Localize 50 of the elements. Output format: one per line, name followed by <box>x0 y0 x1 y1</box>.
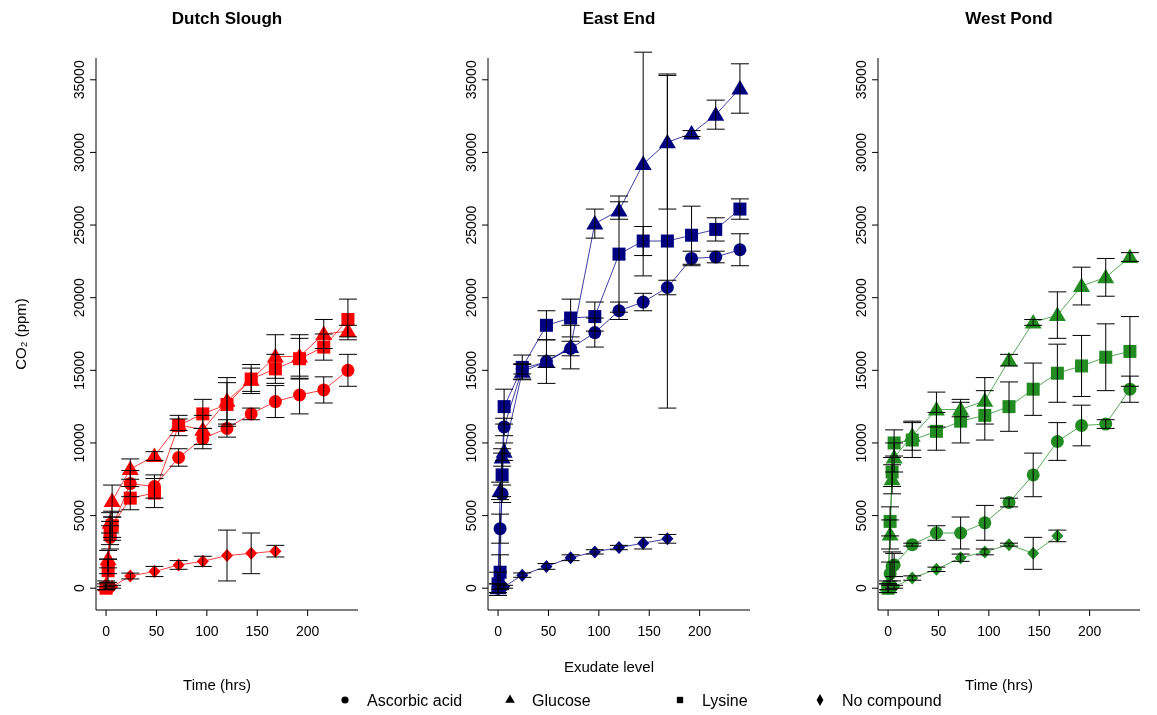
y-tick-label: 35000 <box>71 60 87 100</box>
y-axis-title: CO₂ (ppm) <box>12 298 29 370</box>
y-tick-label: 0 <box>853 584 869 593</box>
x-tick-label: 100 <box>195 623 219 639</box>
x-tick-label: 0 <box>494 623 503 639</box>
y-tick-label: 20000 <box>463 278 479 318</box>
y-tick-label: 15000 <box>853 350 869 390</box>
x-tick-label: 50 <box>148 623 165 639</box>
x-tick-label: 150 <box>245 623 270 639</box>
y-tick-label: 10000 <box>853 423 869 463</box>
y-tick-label: 35000 <box>463 60 479 100</box>
x-tick-label: 0 <box>102 623 111 639</box>
y-tick-label: 15000 <box>71 350 87 390</box>
y-tick-label: 5000 <box>853 499 869 532</box>
y-tick-label: 30000 <box>853 132 869 172</box>
x-tick-label: 100 <box>587 623 611 639</box>
x-tick-label: 200 <box>295 623 320 639</box>
text: No compound <box>842 692 942 709</box>
y-tick-label: 20000 <box>71 278 87 318</box>
y-tick-label: 0 <box>71 584 87 593</box>
y-tick-label: 30000 <box>71 132 87 172</box>
x-tick-label: 150 <box>637 623 662 639</box>
y-tick-label: 10000 <box>71 423 87 463</box>
y-tick-label: 15000 <box>463 350 479 390</box>
text: Glucose <box>532 692 591 709</box>
x-tick-label: 100 <box>977 623 1001 639</box>
text: Lysine <box>702 692 748 709</box>
y-tick-label: 5000 <box>71 499 87 532</box>
x-tick-label: 50 <box>930 623 947 639</box>
chart-title: West Pond <box>965 9 1053 28</box>
y-tick-label: 25000 <box>71 205 87 245</box>
x-tick-label: 200 <box>687 623 712 639</box>
x-axis-title: Exudate level <box>563 658 655 675</box>
x-tick-label: 0 <box>884 623 893 639</box>
y-tick-label: 25000 <box>853 205 869 245</box>
y-tick-label: 0 <box>463 584 479 593</box>
y-tick-label: 30000 <box>463 132 479 172</box>
x-axis-title: Time (hrs) <box>965 676 1033 693</box>
chart-title: Dutch Slough <box>171 9 283 28</box>
chart-title: East End <box>582 9 656 28</box>
x-axis-title: Time (hrs) <box>183 676 251 693</box>
y-tick-label: 20000 <box>853 278 869 318</box>
y-tick-label: 5000 <box>463 499 479 532</box>
y-tick-label: 25000 <box>463 205 479 245</box>
y-tick-label: 35000 <box>853 60 869 100</box>
x-tick-label: 150 <box>1027 623 1052 639</box>
text: Ascorbic acid <box>367 692 463 709</box>
y-tick-label: 10000 <box>463 423 479 463</box>
x-tick-label: 50 <box>540 623 557 639</box>
x-tick-label: 200 <box>1077 623 1102 639</box>
